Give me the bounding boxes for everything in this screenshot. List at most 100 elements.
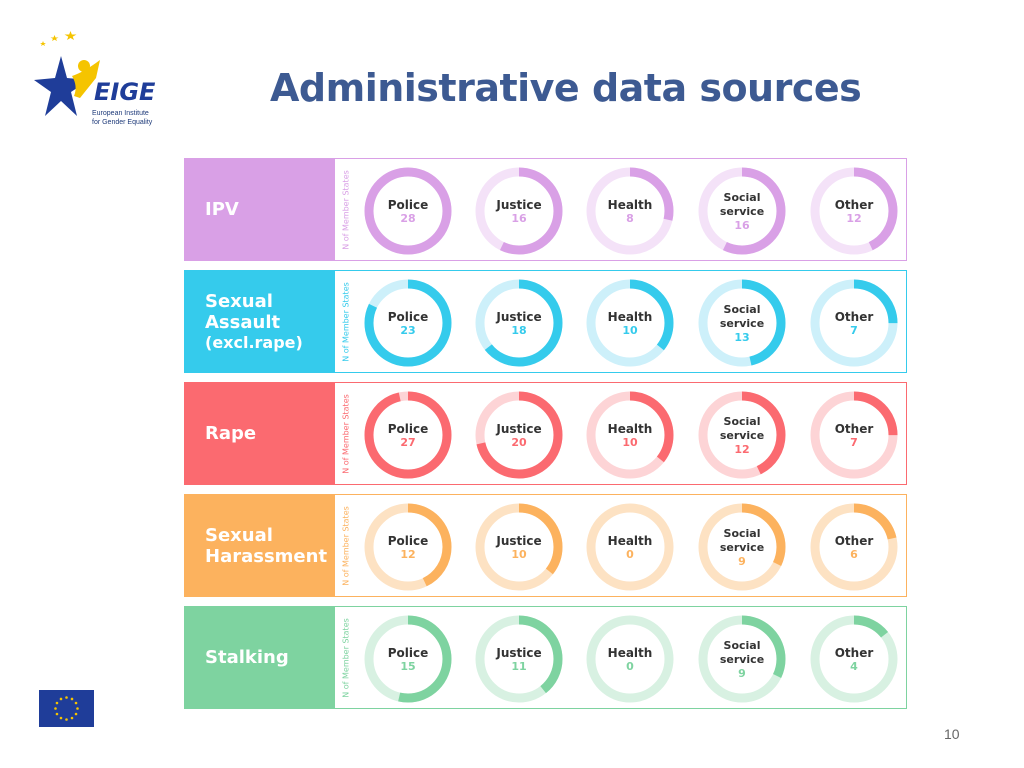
donut-police: Police 27 bbox=[363, 390, 453, 480]
row-label: Sexual Harassment bbox=[185, 495, 335, 596]
donut-label: Justice 16 bbox=[474, 166, 564, 256]
row-donuts: Police 12 Justice 10 Health 0 Social service 9 Ot… bbox=[355, 495, 908, 596]
eu-star bbox=[74, 701, 78, 705]
donut-category: Social bbox=[723, 414, 761, 428]
axis-label-member-states: N of Member States bbox=[339, 607, 353, 708]
eu-star bbox=[55, 701, 59, 705]
donut-value: 18 bbox=[511, 323, 527, 337]
donut-value: 8 bbox=[626, 211, 634, 225]
donut-value: 11 bbox=[511, 659, 527, 673]
donut-value: 16 bbox=[734, 218, 750, 232]
donut-category: Other bbox=[834, 421, 874, 436]
donut-other: Other 7 bbox=[809, 278, 899, 368]
donut-value-arc bbox=[810, 279, 898, 367]
donut-label: Social service 9 bbox=[697, 502, 787, 592]
eu-star bbox=[65, 718, 68, 721]
donut-category: Health bbox=[607, 421, 653, 436]
donut-category: Social bbox=[723, 302, 761, 316]
donut-category: service bbox=[719, 540, 765, 554]
donut-value-arc bbox=[698, 615, 786, 703]
row-sexual-harassment: Sexual Harassment N of Member States Police… bbox=[184, 494, 907, 597]
row-label-subtitle: (excl.rape) bbox=[205, 333, 303, 352]
donut-category: Justice bbox=[496, 309, 542, 324]
donut-label: Other 12 bbox=[809, 166, 899, 256]
donut-label: Justice 18 bbox=[474, 278, 564, 368]
donut-category: Justice bbox=[496, 421, 542, 436]
donut-grid: IPV N of Member States Police 28 Justice 16 He… bbox=[184, 158, 907, 718]
eu-star bbox=[74, 712, 78, 716]
donut-label: Police 23 bbox=[363, 278, 453, 368]
donut-value: 10 bbox=[511, 547, 527, 561]
axis-label-text: N of Member States bbox=[341, 505, 351, 586]
donut-social-service: Social service 13 bbox=[697, 278, 787, 368]
donut-category: Police bbox=[387, 197, 429, 212]
donut-label: Justice 10 bbox=[474, 502, 564, 592]
donut-category: Police bbox=[387, 309, 429, 324]
eige-logo: EIGE European Institute for Gender Equal… bbox=[34, 26, 156, 136]
donut-value-arc bbox=[810, 167, 898, 255]
donut-value: 7 bbox=[850, 435, 858, 449]
donut-value: 9 bbox=[738, 666, 746, 680]
logo-star-big bbox=[34, 56, 89, 116]
donut-justice: Justice 16 bbox=[474, 166, 564, 256]
donut-category: service bbox=[719, 204, 765, 218]
eu-star bbox=[59, 716, 63, 720]
axis-label-text: N of Member States bbox=[341, 617, 351, 698]
donut-value-arc bbox=[586, 279, 674, 367]
logo-subtitle-line1: European Institute bbox=[92, 110, 149, 117]
row-label-line: Stalking bbox=[205, 647, 289, 668]
donut-category: Police bbox=[387, 421, 429, 436]
donut-label: Health 0 bbox=[585, 614, 675, 704]
donut-category: Other bbox=[834, 309, 874, 324]
row-donuts: Police 28 Justice 16 Health 8 Social service 16 O… bbox=[355, 159, 908, 260]
donut-value-arc bbox=[810, 503, 898, 591]
donut-value: 12 bbox=[400, 547, 416, 561]
donut-social-service: Social service 16 bbox=[697, 166, 787, 256]
row-label-line: Assault bbox=[205, 312, 281, 333]
donut-police: Police 15 bbox=[363, 614, 453, 704]
donut-health: Health 10 bbox=[585, 278, 675, 368]
donut-social-service: Social service 12 bbox=[697, 390, 787, 480]
logo-wordmark: EIGE bbox=[94, 78, 156, 106]
donut-label: Police 15 bbox=[363, 614, 453, 704]
donut-value-arc bbox=[698, 391, 786, 479]
donut-value-arc bbox=[364, 167, 452, 255]
donut-value: 20 bbox=[511, 435, 527, 449]
donut-value-arc bbox=[475, 279, 563, 367]
donut-category: Other bbox=[834, 533, 874, 548]
donut-value-arc bbox=[475, 391, 563, 479]
donut-justice: Justice 18 bbox=[474, 278, 564, 368]
donut-label: Social service 16 bbox=[697, 166, 787, 256]
logo-star-small-2 bbox=[50, 35, 59, 41]
donut-label: Health 0 bbox=[585, 502, 675, 592]
donut-category: service bbox=[719, 316, 765, 330]
row-label-line: Sexual bbox=[205, 524, 273, 546]
donut-category: Health bbox=[607, 197, 653, 212]
row-donuts: Police 27 Justice 20 Health 10 Social service 12… bbox=[355, 383, 908, 484]
donut-justice: Justice 10 bbox=[474, 502, 564, 592]
row-label: Sexual Assault (excl.rape) bbox=[185, 271, 335, 372]
donut-value-arc bbox=[810, 615, 898, 703]
donut-track bbox=[586, 503, 674, 591]
donut-police: Police 12 bbox=[363, 502, 453, 592]
donut-justice: Justice 20 bbox=[474, 390, 564, 480]
axis-label-text: N of Member States bbox=[341, 393, 351, 474]
donut-value-arc bbox=[364, 503, 452, 591]
donut-category: Health bbox=[607, 309, 653, 324]
donut-label: Health 8 bbox=[585, 166, 675, 256]
donut-value: 28 bbox=[400, 211, 416, 225]
donut-track bbox=[586, 615, 674, 703]
donut-value-arc bbox=[475, 615, 563, 703]
donut-value-arc bbox=[810, 391, 898, 479]
donut-value: 15 bbox=[400, 659, 416, 673]
logo-star-small-3 bbox=[64, 31, 77, 40]
donut-label: Social service 12 bbox=[697, 390, 787, 480]
donut-label: Justice 11 bbox=[474, 614, 564, 704]
donut-value-arc bbox=[586, 167, 674, 255]
donut-label: Social service 13 bbox=[697, 278, 787, 368]
donut-label: Police 27 bbox=[363, 390, 453, 480]
donut-label: Other 6 bbox=[809, 502, 899, 592]
donut-value: 12 bbox=[846, 211, 862, 225]
donut-label: Other 4 bbox=[809, 614, 899, 704]
donut-health: Health 10 bbox=[585, 390, 675, 480]
